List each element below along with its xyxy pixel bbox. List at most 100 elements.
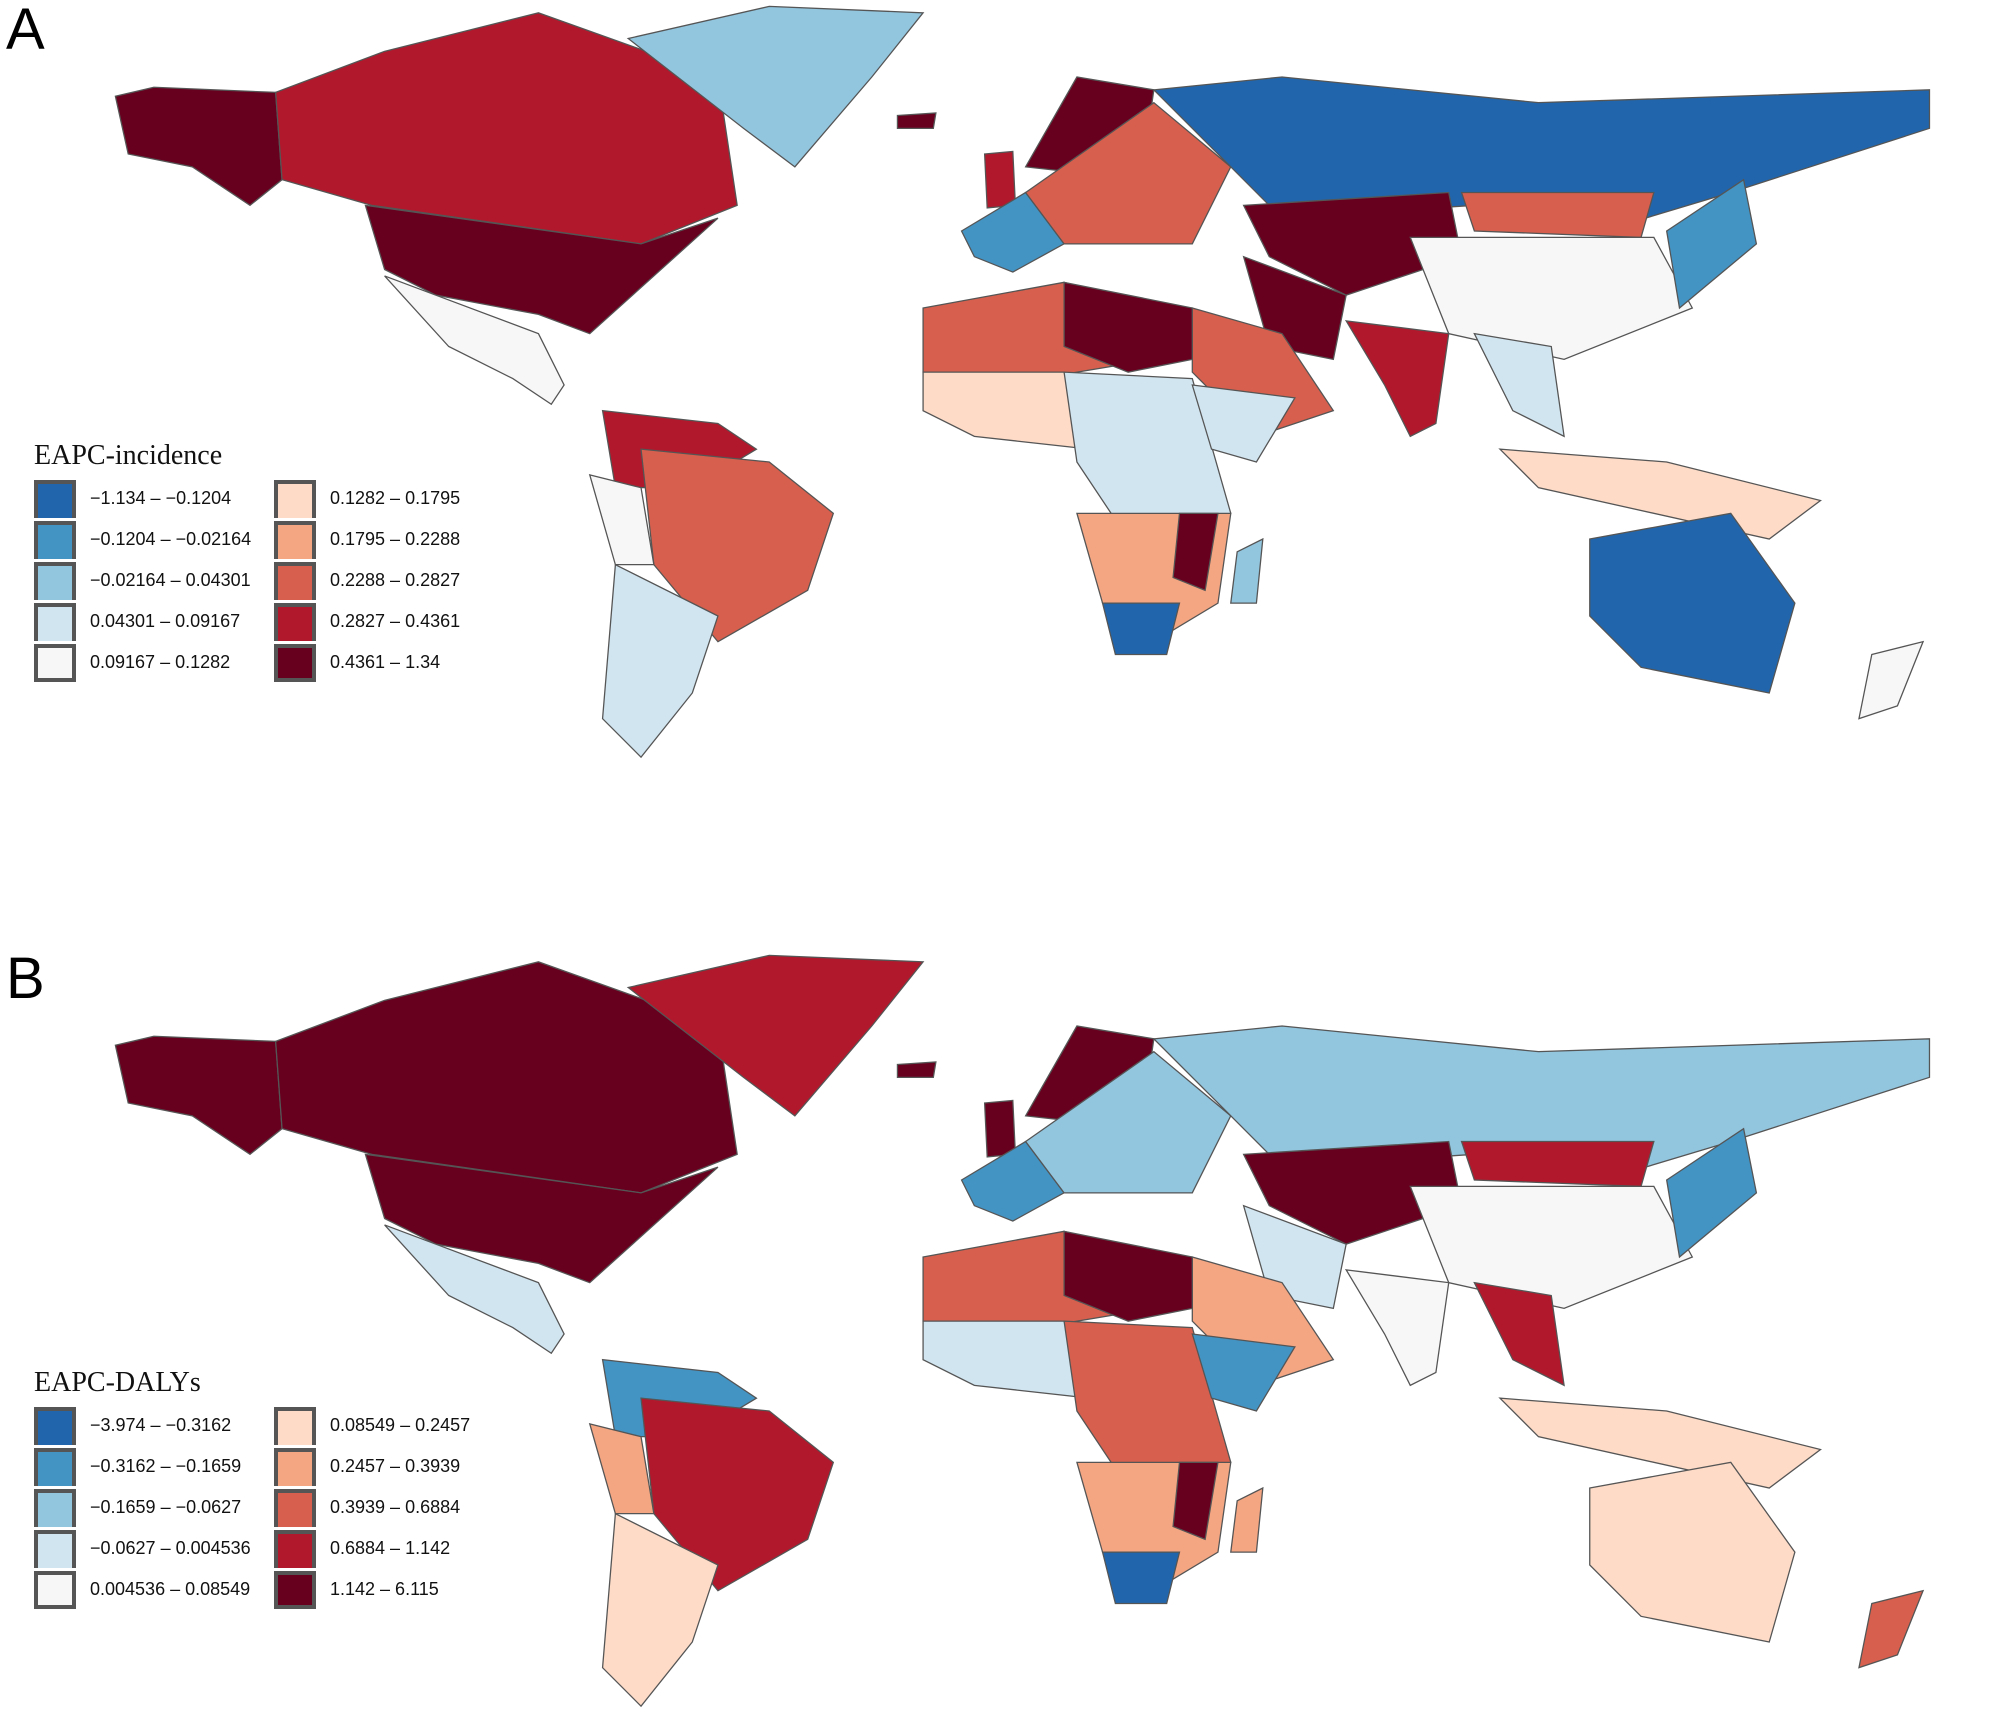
legend-swatch [34,1570,76,1609]
region-japan [1665,178,1758,310]
legend-swatch [34,520,76,559]
region-western-europe [960,191,1066,273]
legend-item: 0.2457 – 0.3939 [274,1446,514,1487]
region-southeast-asia [1473,1281,1565,1387]
legend-swatch [274,643,316,682]
legend-item: −0.3162 – −0.1659 [34,1446,274,1487]
legend-item: 0.1282 – 0.1795 [274,478,514,519]
legend-item: −0.0627 – 0.004536 [34,1528,274,1569]
region-india [1344,320,1450,438]
legend-swatch [274,1529,316,1568]
region-uk [983,150,1017,209]
region-west-africa [922,1320,1091,1399]
region-alaska [114,86,283,207]
legend-label: 0.2457 – 0.3939 [330,1456,461,1476]
legend-a: EAPC-incidence −1.134 – −0.1204 −0.1204 –… [34,440,514,683]
region-canada [274,12,738,245]
legend-label: 0.3939 – 0.6884 [330,1497,461,1517]
legend-label: 0.08549 – 0.2457 [330,1415,471,1435]
legend-label: −0.02164 – 0.04301 [90,570,251,590]
legend-label: 0.09167 – 0.1282 [90,652,231,672]
legend-label: −1.134 – −0.1204 [90,488,232,508]
legend-title: EAPC-DALYs [34,1367,201,1398]
legend-swatch [274,1488,316,1527]
region-greenland [626,954,925,1117]
region-mongolia [1460,1140,1655,1188]
legend-swatch [274,1570,316,1609]
legend-label: 0.2827 – 0.4361 [330,611,461,631]
region-uk [983,1099,1017,1158]
region-china [1409,236,1694,361]
legend-column: −1.134 – −0.1204 −0.1204 – −0.02164 −0.021… [34,478,274,683]
region-south-africa [1101,602,1181,656]
legend-item: −1.134 – −0.1204 [34,478,274,519]
legend-swatch [34,602,76,641]
region-greenland [626,5,925,168]
region-madagascar [1230,537,1264,604]
region-mozambique [1172,1461,1219,1541]
region-mongolia [1460,191,1655,239]
region-indonesia [1498,448,1822,540]
region-new-zealand [1858,640,1925,720]
region-iceland [896,1061,937,1078]
legend-swatch [274,520,316,559]
region-canada [274,961,738,1194]
region-japan [1665,1127,1758,1259]
legend-label: −0.1204 – −0.02164 [90,529,252,549]
region-indonesia [1498,1397,1822,1489]
legend-swatch [274,602,316,641]
legend-item: 1.142 – 6.115 [274,1569,514,1610]
legend-swatch [34,643,76,682]
legend-label: 1.142 – 6.115 [330,1579,439,1599]
legend-item: 0.2827 – 0.4361 [274,601,514,642]
legend-item: 0.04301 – 0.09167 [34,601,274,642]
region-southern-cone [601,563,719,759]
legend-item: 0.1795 – 0.2288 [274,519,514,560]
legend-item: 0.08549 – 0.2457 [274,1405,514,1446]
legend-label: −0.3162 – −0.1659 [90,1456,242,1476]
region-central-europe [1024,1050,1232,1194]
legend-item: −3.974 – −0.3162 [34,1405,274,1446]
legend-item: 0.2288 – 0.2827 [274,560,514,601]
legend-swatch [34,1488,76,1527]
region-central-america [384,1224,565,1355]
legend-swatch [34,479,76,518]
legend-label: 0.1282 – 0.1795 [330,488,461,508]
world-map-b [114,954,1931,1708]
legend-item: 0.3939 – 0.6884 [274,1487,514,1528]
region-western-europe [960,1140,1066,1222]
legend-label: −3.974 – −0.3162 [90,1415,232,1435]
region-southeast-asia [1473,332,1565,438]
legend-label: 0.6884 – 1.142 [330,1538,451,1558]
region-central-europe [1024,101,1232,245]
legend-column: 0.08549 – 0.2457 0.2457 – 0.3939 0.3939 – … [274,1405,514,1610]
region-libya-egypt [1063,281,1193,373]
legend-item: −0.02164 – 0.04301 [34,560,274,601]
region-central-asia [1242,191,1463,296]
region-iceland [896,112,937,129]
panel-label: A [6,0,45,62]
legend-swatch [34,1406,76,1445]
legend-label: 0.2288 – 0.2827 [330,570,461,590]
legend-swatch [34,1447,76,1486]
region-china [1409,1185,1694,1310]
region-east-africa [1191,384,1296,463]
region-central-asia [1242,1140,1463,1245]
region-central-america [384,275,565,406]
region-australia [1589,1461,1796,1643]
legend-label: −0.1659 – −0.0627 [90,1497,242,1517]
legend-label: −0.0627 – 0.004536 [90,1538,251,1558]
region-west-africa [922,371,1091,450]
legend-label: 0.04301 – 0.09167 [90,611,241,631]
region-new-zealand [1858,1589,1925,1669]
legend-swatch [34,561,76,600]
world-map-a [114,5,1931,759]
region-usa [364,204,719,335]
legend-swatch [34,1529,76,1568]
region-libya-egypt [1063,1230,1193,1322]
region-usa [364,1153,719,1284]
legend-item: 0.004536 – 0.08549 [34,1569,274,1610]
region-mozambique [1172,512,1219,592]
legend-swatch [274,479,316,518]
legend-swatch [274,1447,316,1486]
